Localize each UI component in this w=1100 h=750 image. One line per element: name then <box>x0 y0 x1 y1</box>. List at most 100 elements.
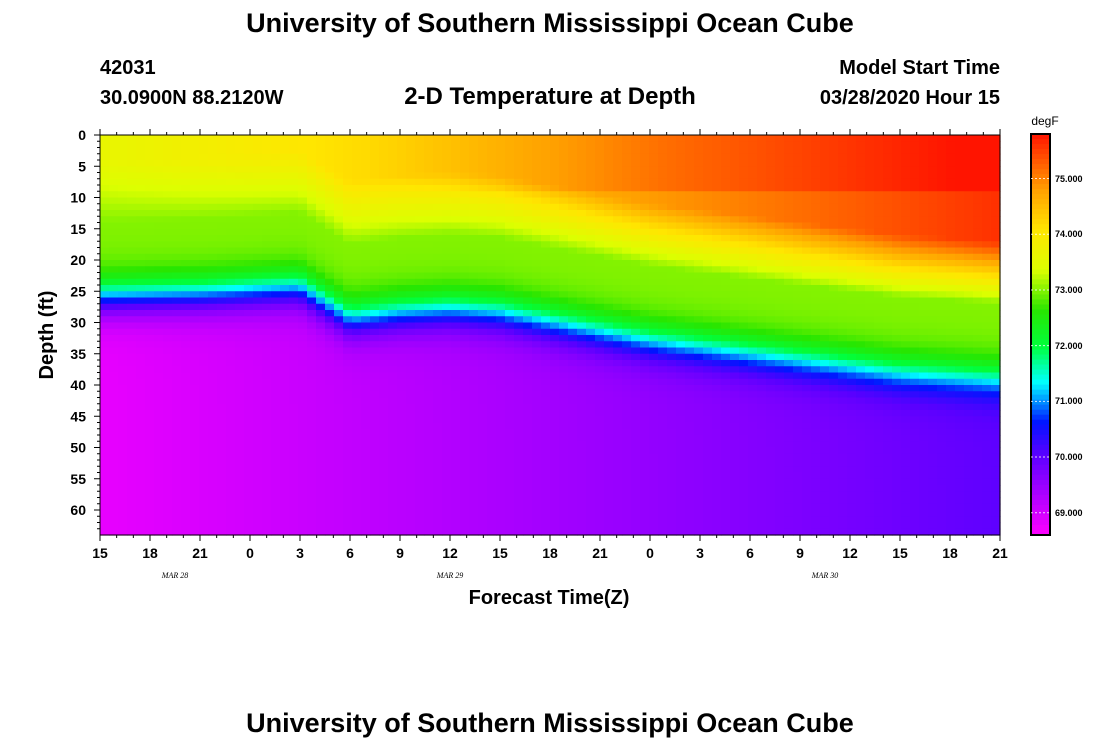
heatmap-cell <box>343 247 353 255</box>
heatmap-cell <box>739 228 749 236</box>
heatmap-cell <box>568 235 578 242</box>
heatmap-cell <box>154 135 164 142</box>
heatmap-cell <box>388 141 398 149</box>
heatmap-cell <box>136 528 146 536</box>
heatmap-cell <box>388 441 398 449</box>
heatmap-cell <box>595 285 605 292</box>
heatmap-cell <box>730 222 740 230</box>
heatmap-cell <box>748 478 758 486</box>
heatmap-cell <box>442 485 452 492</box>
heatmap-cell <box>451 478 461 486</box>
heatmap-cell <box>658 478 668 486</box>
heatmap-cell <box>766 497 776 505</box>
heatmap-cell <box>784 335 794 342</box>
heatmap-cell <box>298 160 308 167</box>
heatmap-cell <box>181 366 191 374</box>
heatmap-cell <box>604 153 614 161</box>
heatmap-cell <box>307 416 317 424</box>
heatmap-cell <box>631 291 641 299</box>
heatmap-cell <box>532 172 542 180</box>
heatmap-cell <box>325 328 335 336</box>
heatmap-cell <box>361 235 371 242</box>
heatmap-cell <box>433 260 443 267</box>
heatmap-cell <box>406 497 416 505</box>
heatmap-cell <box>523 472 533 480</box>
heatmap-cell <box>172 316 182 324</box>
heatmap-cell <box>568 522 578 530</box>
heatmap-cell <box>640 241 650 249</box>
heatmap-cell <box>685 316 695 324</box>
heatmap-cell <box>514 378 524 386</box>
heatmap-cell <box>226 516 236 524</box>
heatmap-cell <box>613 353 623 361</box>
heatmap-cell <box>343 216 353 224</box>
heatmap-cell <box>775 416 785 424</box>
heatmap-cell <box>676 278 686 286</box>
heatmap-cell <box>181 335 191 342</box>
heatmap-cell <box>676 197 686 205</box>
heatmap-cell <box>775 166 785 174</box>
heatmap-cell <box>451 491 461 499</box>
heatmap-cell <box>325 228 335 236</box>
heatmap-cell <box>667 228 677 236</box>
heatmap-cell <box>586 241 596 249</box>
heatmap-cell <box>370 460 380 467</box>
heatmap-cell <box>244 141 254 149</box>
heatmap-cell <box>154 228 164 236</box>
heatmap-cell <box>613 222 623 230</box>
heatmap-cell <box>109 522 119 530</box>
heatmap-cell <box>559 341 569 349</box>
heatmap-cell <box>523 147 533 155</box>
heatmap-cell <box>415 410 425 417</box>
heatmap-cell <box>757 203 767 211</box>
heatmap-cell <box>325 303 335 311</box>
heatmap-cell <box>757 147 767 155</box>
heatmap-cell <box>190 528 200 536</box>
heatmap-cell <box>694 366 704 374</box>
heatmap-cell <box>388 185 398 192</box>
heatmap-cell <box>280 460 290 467</box>
heatmap-cell <box>316 141 326 149</box>
heatmap-cell <box>343 328 353 336</box>
heatmap-cell <box>379 341 389 349</box>
heatmap-cell <box>271 428 281 436</box>
heatmap-cell <box>649 153 659 161</box>
heatmap-cell <box>766 435 776 442</box>
heatmap-cell <box>784 278 794 286</box>
heatmap-cell <box>496 403 506 411</box>
heatmap-cell <box>460 472 470 480</box>
heatmap-cell <box>271 372 281 380</box>
heatmap-cell <box>451 266 461 274</box>
heatmap-cell <box>730 235 740 242</box>
heatmap-cell <box>451 153 461 161</box>
heatmap-cell <box>334 172 344 180</box>
heatmap-cell <box>739 328 749 336</box>
heatmap-cell <box>712 241 722 249</box>
heatmap-cell <box>514 285 524 292</box>
heatmap-cell <box>478 403 488 411</box>
heatmap-cell <box>613 410 623 417</box>
heatmap-cell <box>658 516 668 524</box>
heatmap-cell <box>181 166 191 174</box>
heatmap-cell <box>316 491 326 499</box>
heatmap-cell <box>730 422 740 430</box>
heatmap-cell <box>694 185 704 192</box>
heatmap-cell <box>613 516 623 524</box>
heatmap-cell <box>703 416 713 424</box>
heatmap-cell <box>415 247 425 255</box>
heatmap-cell <box>226 272 236 280</box>
heatmap-cell <box>379 253 389 261</box>
heatmap-cell <box>523 322 533 330</box>
heatmap-cell <box>703 253 713 261</box>
heatmap-cell <box>235 472 245 480</box>
heatmap-cell <box>433 335 443 342</box>
heatmap-cell <box>721 197 731 205</box>
heatmap-cell <box>199 522 209 530</box>
heatmap-cell <box>631 353 641 361</box>
heatmap-cell <box>262 422 272 430</box>
heatmap-cell <box>109 491 119 499</box>
heatmap-cell <box>127 341 137 349</box>
heatmap-cell <box>298 516 308 524</box>
heatmap-cell <box>685 297 695 305</box>
heatmap-cell <box>226 228 236 236</box>
